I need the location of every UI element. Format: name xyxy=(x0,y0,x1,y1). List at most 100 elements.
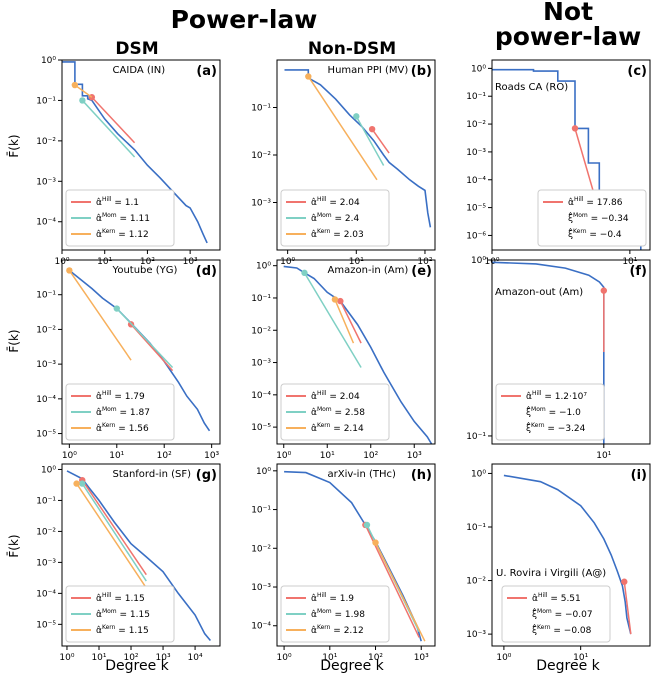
legend-box xyxy=(537,189,647,247)
ytick-label: 10⁻³ xyxy=(251,199,271,209)
fit-start-marker-mom xyxy=(79,97,86,104)
fit-line-kern xyxy=(68,270,132,361)
xtick-label: 10² xyxy=(368,653,383,663)
fit-line-mom xyxy=(81,483,147,582)
xtick-label: 10⁰ xyxy=(276,451,291,461)
fit-line-hill xyxy=(81,479,147,576)
legend-entry: α̂Hill = 1.9 xyxy=(311,592,354,604)
fit-start-marker-hill xyxy=(600,287,608,294)
fit-line-mom xyxy=(303,272,362,368)
xtick-label: 10¹ xyxy=(596,451,611,461)
legend-entry: α̂Kern = 1.15 xyxy=(96,624,149,636)
ccdf-curve xyxy=(284,69,432,228)
ytick-label: 10⁻² xyxy=(36,137,56,147)
ytick-label: 10⁻³ xyxy=(251,583,271,593)
fit-start-marker-hill xyxy=(621,578,628,585)
panel-i: 10⁰ 10¹ 10⁻³ 10⁻² 10⁻¹ 10⁰ U. Rovira i Virgili… xyxy=(466,463,651,663)
ytick-label: 10⁻³ xyxy=(466,630,486,640)
ylabel-row2: F̄(k) xyxy=(7,329,21,352)
fit-line-hill xyxy=(91,96,136,144)
legend-entry: α̂Kern = 2.12 xyxy=(311,624,364,636)
fit-start-marker-hill xyxy=(337,297,344,305)
ytick-label: 10⁻⁵ xyxy=(36,620,56,630)
panel-label: (h) xyxy=(411,468,432,483)
xtick-label: 10¹ xyxy=(622,257,637,267)
column-dsm: DSM xyxy=(115,39,158,59)
fit-start-marker-mom xyxy=(113,305,120,312)
heading-power-law: Power-law xyxy=(171,5,318,34)
xtick-label: 10⁰ xyxy=(62,451,77,461)
fit-start-marker-kern xyxy=(305,73,312,80)
xtick-label: 10² xyxy=(363,451,378,461)
ytick-label: 10⁻¹ xyxy=(251,294,271,304)
axes-frame xyxy=(491,59,651,251)
ccdf-curve xyxy=(492,261,605,444)
fit-start-marker-hill xyxy=(368,125,376,133)
ytick-label: 10⁻² xyxy=(251,151,271,161)
fit-line-mom xyxy=(355,116,385,166)
ytick-label: 10⁻⁴ xyxy=(36,589,56,599)
xtick-label: 10¹ xyxy=(322,653,337,663)
xtick-label: 10⁰ xyxy=(280,257,295,267)
axes-frame xyxy=(61,59,221,251)
axes-frame xyxy=(276,463,436,647)
ytick-label: 10⁻¹ xyxy=(36,496,56,506)
heading-not: Not xyxy=(543,0,593,26)
panel-e: 10⁰ 10¹ 10² 10³ 10⁻⁵ 10⁻⁴ 10⁻³ 10⁻² 10⁻¹ 10⁰ Amazo… xyxy=(251,259,436,461)
fit-start-marker-hill xyxy=(571,125,579,132)
ytick-label: 10⁻³ xyxy=(251,359,271,369)
panel-label: (g) xyxy=(196,468,217,483)
xtick-label: 10⁰ xyxy=(277,653,292,663)
heading-not-power-law: power-law xyxy=(495,22,641,51)
fit-start-marker-kern xyxy=(331,296,339,303)
ytick-label: 10⁰ xyxy=(471,64,486,74)
xlabel-col2: Degree k xyxy=(320,658,384,674)
ytick-label: 10⁻¹ xyxy=(466,523,486,533)
fit-start-marker-kern xyxy=(372,539,379,546)
panel-c: 10⁰ 10¹ 10⁻⁶ 10⁻⁵ 10⁻⁴ 10⁻³ 10⁻² 10⁻¹ 10⁰ Roads C… xyxy=(466,59,651,267)
legend-entry: α̂Mom = 2.58 xyxy=(311,406,365,418)
panel-title: arXiv-in (THc) xyxy=(328,469,396,480)
panel-label: (i) xyxy=(631,468,647,483)
legend-entry: α̂Hill = 2.04 xyxy=(311,196,360,208)
xlabel-col3: Degree k xyxy=(536,658,600,674)
panel-g: 10⁰ 10¹ 10² 10³ 10⁴ 10⁻⁵ 10⁻⁴ 10⁻³ 10⁻² 10⁻¹ 10⁰ St… xyxy=(36,463,221,663)
fit-start-marker-kern xyxy=(66,267,73,274)
legend-entry: ξ̂Mom = −0.34 xyxy=(568,211,629,224)
ytick-label: 10⁰ xyxy=(256,262,271,272)
panel-label: (e) xyxy=(411,264,432,279)
fit-line-kern xyxy=(74,84,93,98)
ytick-label: 10⁻⁵ xyxy=(36,430,56,440)
axes-frame xyxy=(61,463,221,647)
legend-entry: α̂Hill = 17.86 xyxy=(568,196,623,208)
ytick-label: 10⁻² xyxy=(251,326,271,336)
ytick-label: 10⁻³ xyxy=(466,148,486,158)
panel-title: Roads CA (RO) xyxy=(495,82,568,93)
fit-line-hill xyxy=(371,128,390,154)
legend-box xyxy=(65,383,175,441)
ytick-label: 10⁻¹ xyxy=(36,96,56,106)
xtick-label: 10³ xyxy=(414,653,429,663)
ytick-label: 10⁻⁴ xyxy=(466,176,486,186)
fit-line-kern xyxy=(334,299,355,344)
axes-frame xyxy=(491,259,651,445)
ytick-label: 10⁻⁵ xyxy=(251,423,271,433)
ytick-label: 10⁰ xyxy=(256,467,271,477)
xtick-label: 10¹ xyxy=(109,451,124,461)
panel-title: Amazon-out (Am) xyxy=(495,287,583,298)
xtick-label: 10¹ xyxy=(349,257,364,267)
fit-start-marker-mom xyxy=(363,521,371,529)
ylabel-row1: F̄(k) xyxy=(7,134,21,157)
panel-title: Stanford-in (SF) xyxy=(113,469,192,480)
xtick-label: 10² xyxy=(417,257,432,267)
xtick-label: 10³ xyxy=(156,653,171,663)
fit-line-mom xyxy=(116,308,174,369)
legend-entry: ξ̂Kern = −3.24 xyxy=(526,421,586,434)
ytick-label: 10⁻² xyxy=(466,120,486,130)
ytick-label: 10⁻⁵ xyxy=(466,204,486,214)
xtick-label: 10³ xyxy=(204,451,219,461)
legend-entry: ξ̂Mom = −1.0 xyxy=(526,405,581,418)
legend-entry: α̂Kern = 1.12 xyxy=(96,228,149,240)
ytick-label: 10⁰ xyxy=(471,256,486,266)
